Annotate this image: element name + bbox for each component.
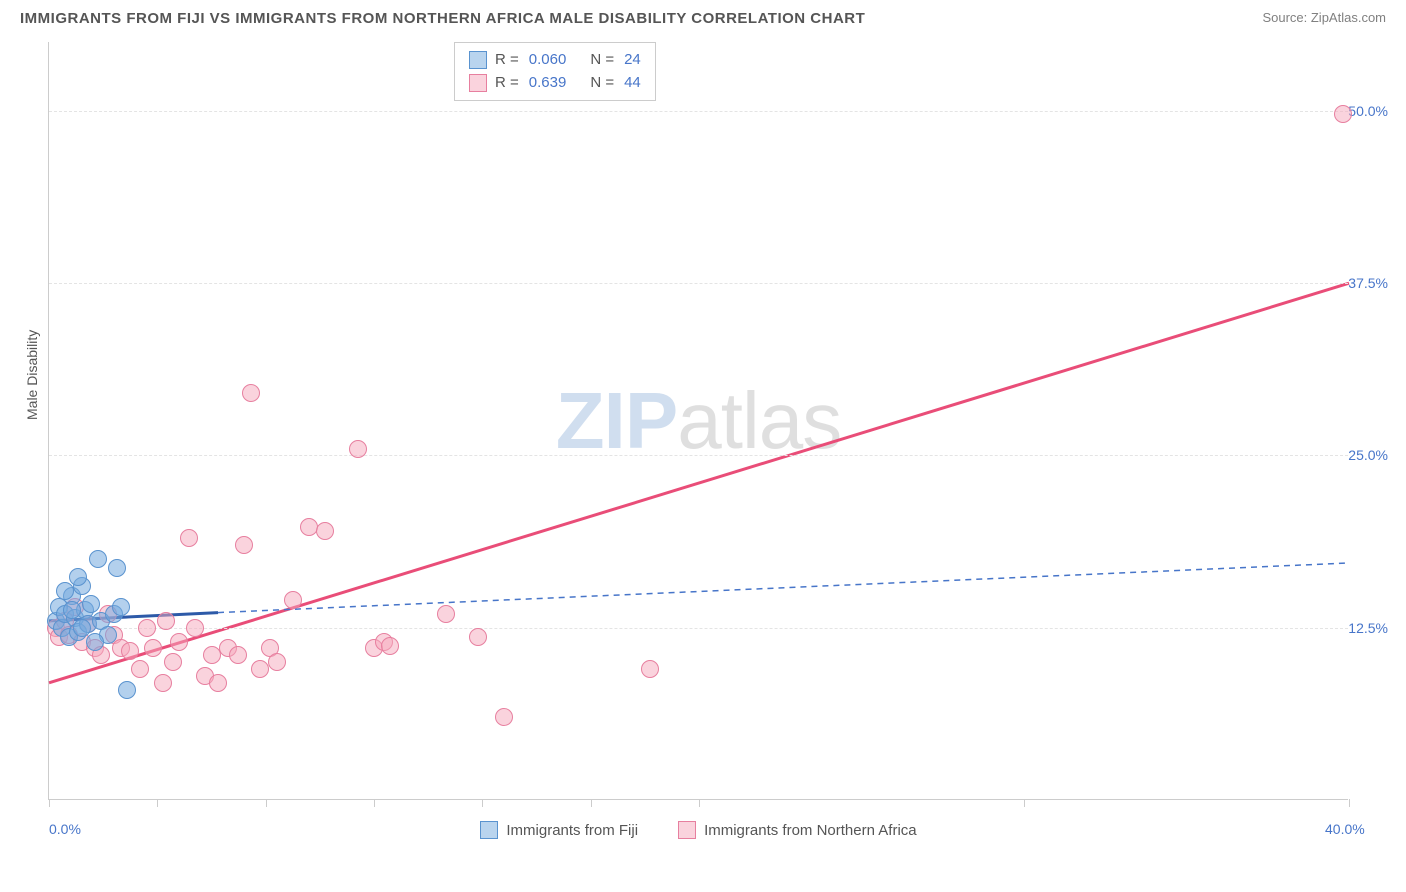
x-tick: [482, 799, 483, 807]
scatter-point-pink: [316, 522, 334, 540]
scatter-point-pink: [138, 619, 156, 637]
scatter-point-pink: [121, 642, 139, 660]
trend-line: [49, 283, 1349, 683]
swatch-pink-icon: [469, 74, 487, 92]
trend-line: [218, 563, 1349, 613]
scatter-point-pink: [268, 653, 286, 671]
x-tick: [1349, 799, 1350, 807]
legend-row-nafrica: R = 0.639 N = 44: [469, 72, 641, 95]
legend-row-fiji: R = 0.060 N = 24: [469, 49, 641, 72]
x-tick: [157, 799, 158, 807]
scatter-point-pink: [164, 653, 182, 671]
trend-lines-layer: [49, 42, 1349, 800]
chart-container: ZIPatlas R = 0.060 N = 24 R = 0.639 N = …: [48, 42, 1388, 832]
n-value-blue: 24: [624, 49, 641, 72]
scatter-point-pink: [209, 674, 227, 692]
gridline: [49, 111, 1348, 112]
scatter-point-blue: [73, 619, 91, 637]
series-legend: Immigrants from Fiji Immigrants from Nor…: [49, 821, 1348, 839]
swatch-pink-icon: [678, 821, 696, 839]
plot-area: ZIPatlas R = 0.060 N = 24 R = 0.639 N = …: [48, 42, 1348, 800]
r-label: R =: [495, 49, 519, 72]
scatter-point-blue: [118, 681, 136, 699]
scatter-point-pink: [229, 646, 247, 664]
scatter-point-blue: [108, 559, 126, 577]
x-tick: [699, 799, 700, 807]
scatter-point-blue: [86, 633, 104, 651]
y-tick-label: 25.0%: [1348, 447, 1388, 463]
scatter-point-pink: [242, 384, 260, 402]
r-value-pink: 0.639: [529, 72, 567, 95]
swatch-blue-icon: [480, 821, 498, 839]
scatter-point-pink: [154, 674, 172, 692]
scatter-point-pink: [186, 619, 204, 637]
swatch-blue-icon: [469, 51, 487, 69]
source-label: Source: ZipAtlas.com: [1262, 10, 1386, 25]
scatter-point-blue: [89, 550, 107, 568]
scatter-point-pink: [437, 605, 455, 623]
scatter-point-blue: [112, 598, 130, 616]
x-tick: [49, 799, 50, 807]
legend-label-nafrica: Immigrants from Northern Africa: [704, 822, 917, 839]
y-tick-label: 12.5%: [1348, 620, 1388, 636]
correlation-legend: R = 0.060 N = 24 R = 0.639 N = 44: [454, 42, 656, 101]
y-tick-label: 37.5%: [1348, 275, 1388, 291]
legend-label-fiji: Immigrants from Fiji: [506, 822, 638, 839]
x-tick: [374, 799, 375, 807]
scatter-point-pink: [131, 660, 149, 678]
legend-item-fiji: Immigrants from Fiji: [480, 821, 638, 839]
gridline: [49, 628, 1348, 629]
x-tick: [1024, 799, 1025, 807]
gridline: [49, 455, 1348, 456]
n-label: N =: [590, 49, 614, 72]
y-axis-title: Male Disability: [24, 330, 40, 420]
r-label: R =: [495, 72, 519, 95]
scatter-point-pink: [300, 518, 318, 536]
chart-title: IMMIGRANTS FROM FIJI VS IMMIGRANTS FROM …: [20, 10, 865, 27]
scatter-point-pink: [284, 591, 302, 609]
x-tick: [266, 799, 267, 807]
scatter-point-pink: [641, 660, 659, 678]
scatter-point-pink: [381, 637, 399, 655]
scatter-point-pink: [170, 633, 188, 651]
gridline: [49, 283, 1348, 284]
scatter-point-blue: [82, 595, 100, 613]
x-tick-label: 40.0%: [1325, 821, 1365, 837]
scatter-point-pink: [1334, 105, 1352, 123]
legend-item-nafrica: Immigrants from Northern Africa: [678, 821, 917, 839]
scatter-point-pink: [469, 628, 487, 646]
scatter-point-blue: [56, 582, 74, 600]
scatter-point-pink: [180, 529, 198, 547]
n-value-pink: 44: [624, 72, 641, 95]
scatter-point-pink: [235, 536, 253, 554]
scatter-point-pink: [144, 639, 162, 657]
n-label: N =: [590, 72, 614, 95]
scatter-point-pink: [349, 440, 367, 458]
x-tick: [591, 799, 592, 807]
scatter-point-blue: [69, 568, 87, 586]
x-tick-label: 0.0%: [49, 821, 81, 837]
scatter-point-pink: [157, 612, 175, 630]
scatter-point-pink: [495, 708, 513, 726]
scatter-point-blue: [63, 601, 81, 619]
r-value-blue: 0.060: [529, 49, 567, 72]
y-tick-label: 50.0%: [1348, 103, 1388, 119]
